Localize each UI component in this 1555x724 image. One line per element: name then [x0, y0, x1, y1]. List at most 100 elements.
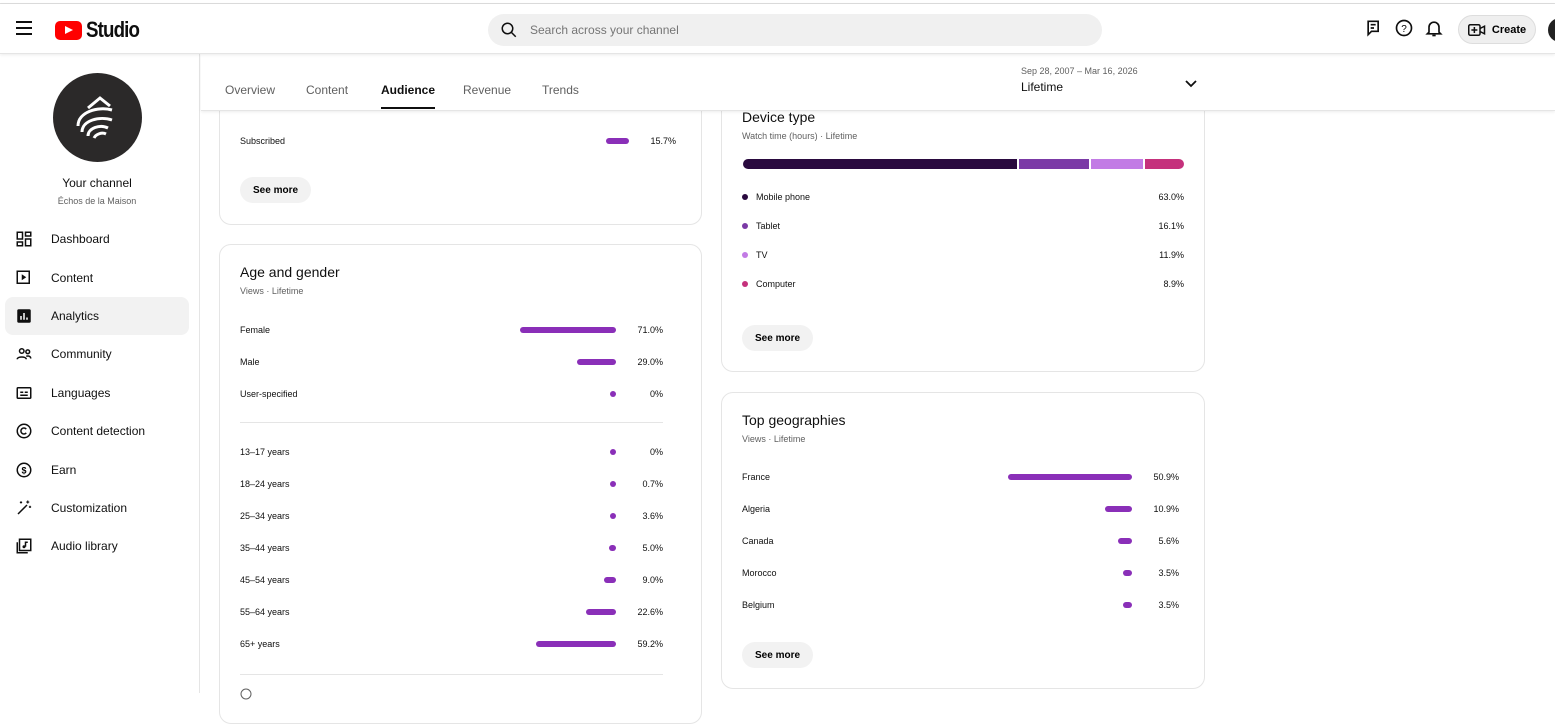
create-button[interactable]: Create — [1458, 15, 1536, 44]
row-label: TV — [756, 250, 768, 260]
notifications-bell-icon[interactable] — [1424, 18, 1444, 38]
dollar-icon: $ — [16, 462, 32, 478]
legend-dot-icon — [742, 252, 748, 258]
search-bar[interactable] — [488, 14, 1102, 46]
row-value: 29.0% — [637, 357, 663, 367]
data-row: 55–64 years 22.6% — [240, 605, 663, 619]
value-bar — [610, 513, 616, 519]
data-row: 13–17 years 0% — [240, 445, 663, 459]
data-row: Belgium 3.5% — [742, 598, 1179, 612]
device-segment-computer[interactable] — [1145, 159, 1184, 169]
tab-revenue[interactable]: Revenue — [463, 83, 512, 97]
top-bar: Studio ? Create — [0, 4, 1555, 54]
tab-content[interactable]: Content — [306, 83, 349, 97]
tab-overview[interactable]: Overview — [225, 83, 276, 97]
chevron-down-icon[interactable] — [1184, 76, 1198, 90]
value-bar — [1118, 538, 1132, 544]
row-value: 8.9% — [1163, 279, 1184, 289]
row-label: France — [742, 472, 771, 482]
value-bar — [536, 641, 616, 647]
data-row: 65+ years 59.2% — [240, 637, 663, 651]
value-bar — [520, 327, 616, 333]
top-geographies-card: Top geographies Views · Lifetime See mor… — [721, 392, 1205, 689]
sidebar-item-customization[interactable]: Customization — [5, 489, 189, 527]
data-row: Canada 5.6% — [742, 534, 1179, 548]
magic-wand-icon — [17, 500, 32, 515]
value-bar — [610, 391, 616, 397]
info-icon[interactable] — [240, 688, 252, 700]
value-bar — [1123, 570, 1132, 576]
value-bar — [610, 481, 616, 487]
see-more-button[interactable]: See more — [240, 177, 312, 203]
data-row: Male 29.0% — [240, 355, 663, 369]
channel-avatar[interactable] — [53, 73, 142, 162]
dashboard-icon — [16, 231, 32, 247]
device-segment-mobile-phone[interactable] — [743, 159, 1018, 169]
sidebar-item-community[interactable]: Community — [5, 335, 189, 373]
sidebar-item-label: Earn — [51, 462, 77, 477]
row-label: Male — [240, 357, 260, 367]
svg-text:?: ? — [1401, 24, 1407, 35]
community-icon — [16, 348, 32, 360]
sidebar-item-label: Analytics — [51, 308, 100, 323]
sidebar-item-analytics[interactable]: Analytics — [5, 296, 189, 336]
data-row: Algeria 10.9% — [742, 502, 1179, 516]
device-row: Computer 8.9% — [742, 277, 1184, 291]
your-channel-label[interactable]: Your channel — [62, 176, 132, 190]
value-bar — [585, 609, 616, 615]
device-segment-tablet[interactable] — [1019, 159, 1090, 169]
help-icon[interactable]: ? — [1394, 18, 1414, 38]
device-type-card: Device type Watch time (hours) · Lifetim… — [721, 60, 1205, 372]
row-label: 55–64 years — [240, 607, 290, 617]
value-bar — [609, 545, 616, 551]
card-subtitle: Views · Lifetime — [742, 434, 806, 444]
device-row: TV 11.9% — [742, 248, 1184, 262]
sidebar-item-languages[interactable]: Languages — [5, 374, 189, 412]
row-label: Belgium — [742, 600, 775, 610]
row-value: 22.6% — [637, 607, 663, 617]
analytics-icon — [17, 309, 31, 323]
row-label: Female — [240, 325, 271, 335]
row-label: 18–24 years — [240, 479, 290, 489]
row-value: 5.0% — [642, 543, 663, 553]
content-icon — [16, 270, 30, 284]
tab-trends[interactable]: Trends — [542, 83, 579, 97]
see-more-button[interactable]: See more — [742, 325, 814, 351]
account-avatar[interactable] — [1548, 18, 1555, 42]
row-value: 0.7% — [642, 479, 663, 489]
channel-logo-icon — [76, 95, 112, 139]
sidebar-item-earn[interactable]: $ Earn — [5, 450, 189, 488]
sidebar-item-content-detection[interactable]: Content detection — [5, 412, 189, 450]
row-value: 59.2% — [637, 639, 663, 649]
sidebar-nav: Dashboard Content Analytics Community Langua… — [5, 220, 189, 566]
tab-audience[interactable]: Audience — [381, 83, 436, 109]
device-row: Mobile phone 63.0% — [742, 190, 1184, 204]
hamburger-menu-icon[interactable] — [16, 21, 32, 39]
row-label: Tablet — [756, 221, 781, 231]
sidebar-item-audio-library[interactable]: Audio library — [5, 527, 189, 565]
data-row: 25–34 years 3.6% — [240, 509, 663, 523]
search-input[interactable] — [530, 23, 1030, 37]
row-label: Canada — [742, 536, 774, 546]
sidebar-item-label: Languages — [51, 385, 111, 400]
value-bar — [605, 138, 629, 144]
date-range-picker[interactable]: Sep 28, 2007 – Mar 16, 2026 Lifetime — [1021, 66, 1138, 94]
value-bar — [610, 449, 616, 455]
app-name: Studio — [86, 17, 140, 42]
feedback-icon[interactable] — [1364, 18, 1384, 38]
value-bar — [1105, 506, 1132, 512]
device-stacked-bar — [743, 159, 1184, 169]
device-segment-tv[interactable] — [1091, 159, 1144, 169]
row-label: 25–34 years — [240, 511, 290, 521]
card-title: Device type — [742, 109, 816, 125]
languages-icon — [16, 386, 32, 399]
row-value: 16.1% — [1158, 221, 1184, 231]
row-value: 10.9% — [1153, 504, 1179, 514]
window-top-border — [0, 3, 1555, 4]
sidebar-item-content[interactable]: Content — [5, 258, 189, 296]
see-more-button[interactable]: See more — [742, 642, 814, 668]
row-value: 9.0% — [642, 575, 663, 585]
sidebar-item-dashboard[interactable]: Dashboard — [5, 220, 189, 258]
card-subtitle: Views · Lifetime — [240, 286, 304, 296]
studio-logo[interactable]: Studio — [55, 17, 148, 43]
